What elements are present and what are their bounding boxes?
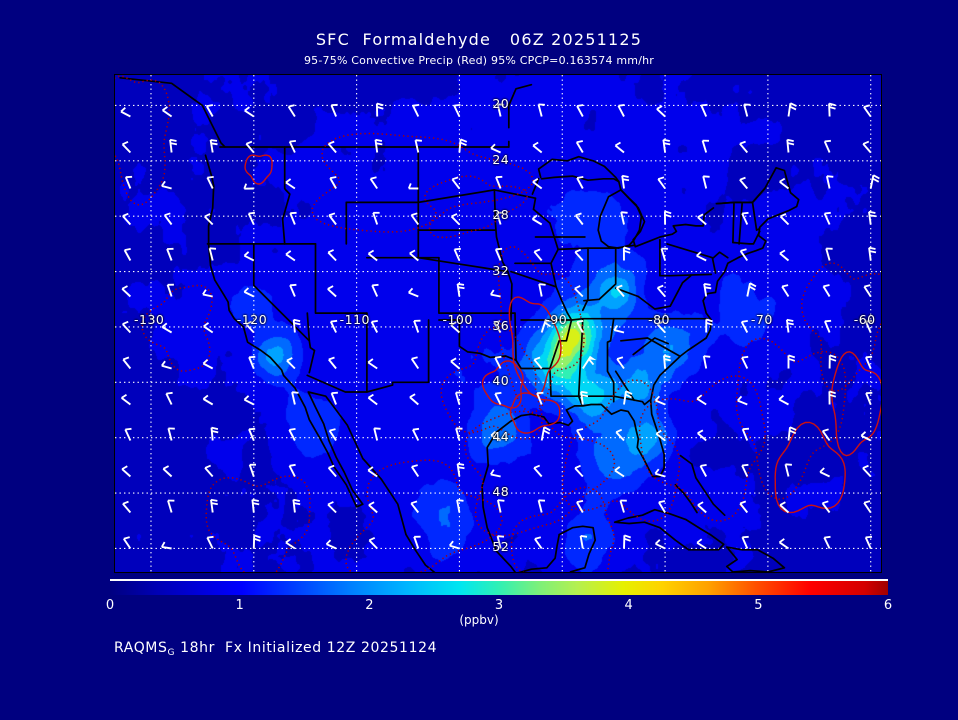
colorbar-tick: 5: [754, 598, 763, 613]
colorbar-tick: 2: [365, 598, 374, 613]
model-name: RAQMS: [114, 640, 168, 656]
colorbar-tick: 4: [624, 598, 633, 613]
colorbar-units-label: (ppbv): [459, 613, 499, 627]
map-plot-area[interactable]: 52 48 44 40 36 32 28 24 20 -130 -120 -110 -100 -90 -80…: [114, 74, 882, 573]
colorbar[interactable]: [110, 579, 888, 597]
model-caption: RAQMSG 18hr Fx Initialized 12Z 20251124: [114, 640, 438, 658]
model-caption-rest: 18hr Fx Initialized 12Z 20251124: [175, 640, 438, 656]
page-subtitle: 95-75% Convective Precip (Red) 95% CPCP=…: [303, 54, 655, 67]
formaldehyde-field-canvas: [115, 75, 881, 572]
colorbar-tick: 6: [883, 598, 893, 613]
colorbar-tick: 1: [235, 598, 244, 613]
colorbar-tick: 3: [494, 598, 504, 613]
page-title: SFC Formaldehyde 06Z 20251125: [315, 30, 643, 49]
model-subscript: G: [167, 648, 176, 658]
map-overlay-layer: [115, 75, 881, 572]
colorbar-gradient: [110, 581, 888, 595]
colorbar-tick: 0: [105, 598, 115, 613]
colorbar-top-rule: [110, 579, 888, 581]
